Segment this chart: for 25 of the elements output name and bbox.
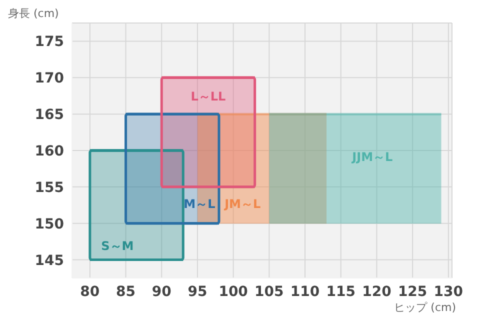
text: M～L: [184, 197, 216, 212]
x-tick-label: 130: [434, 284, 464, 300]
y-tick-label: 160: [34, 143, 64, 160]
y-tick-label: 155: [34, 180, 64, 196]
text: S～M: [101, 238, 134, 253]
y-axis-title: 身長 (cm): [8, 6, 59, 21]
x-axis-title: ヒップ (cm): [394, 300, 456, 315]
series-label: L～LL: [190, 90, 226, 104]
y-tick-label: 165: [34, 107, 64, 124]
x-tick-label: 125: [398, 284, 428, 300]
x-tick-label: 105: [254, 284, 284, 300]
x-tick-label: 80: [80, 284, 100, 300]
x-tick-label: 90: [152, 284, 172, 300]
y-tick-label: 145: [34, 252, 64, 269]
x-tick-label: 95: [188, 284, 208, 300]
y-tick-label: 150: [34, 216, 64, 232]
text: JJM～L: [351, 150, 394, 164]
x-tick-label: 85: [116, 284, 136, 300]
x-tick-label: 120: [362, 284, 392, 300]
x-tick-label: 110: [290, 284, 320, 300]
text: JM～L: [224, 197, 261, 212]
x-tick-label: 100: [218, 284, 248, 300]
y-tick-label: 170: [34, 70, 64, 87]
x-tick-label: 115: [326, 284, 356, 300]
y-tick-label: 175: [34, 34, 64, 50]
